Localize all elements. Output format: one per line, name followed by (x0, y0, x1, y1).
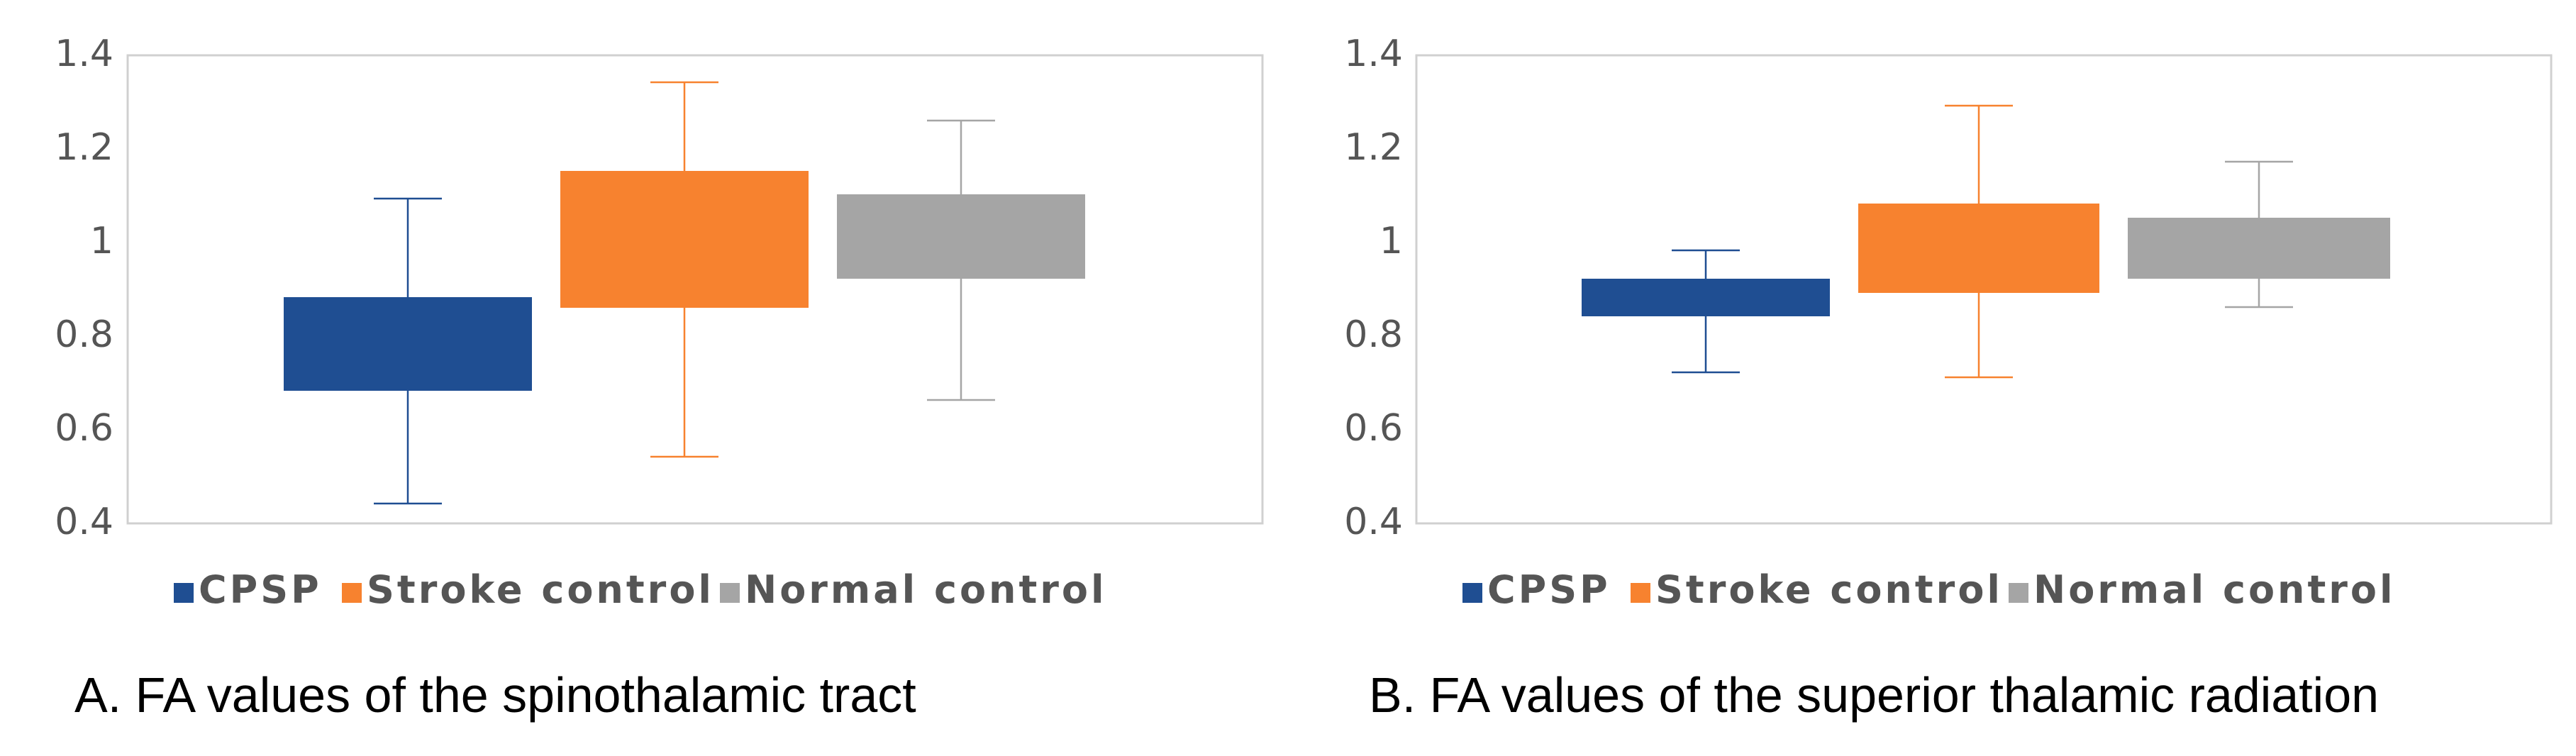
panel-a: 1.4 1.2 1 0.8 0.6 0.4 CPSP (55, 33, 1264, 723)
box-normal-control-b (2128, 160, 2390, 308)
y-tick-label: 1.4 (55, 33, 113, 75)
box-body (1858, 204, 2099, 293)
legend-label-stroke-control: Stroke control (367, 567, 714, 612)
box-stroke-control-a (560, 81, 809, 458)
y-tick-label: 1 (1379, 220, 1403, 262)
y-tick-label: 0.4 (1344, 501, 1403, 543)
legend-swatch-normal-control (2009, 583, 2028, 603)
legend-label-cpsp: CPSP (199, 567, 322, 612)
plot-area-b (1415, 54, 2553, 525)
box-body (284, 297, 532, 391)
legend-swatch-normal-control (720, 583, 740, 603)
box-body (2128, 218, 2390, 279)
y-tick-label: 1 (90, 220, 113, 262)
plot-area-a (126, 54, 1264, 525)
y-tick-label: 1.2 (55, 126, 113, 169)
box-body (837, 194, 1085, 279)
caption-b: B. FA values of the superior thalamic ra… (1369, 667, 2379, 723)
y-tick-label: 0.6 (55, 407, 113, 450)
y-tick-label: 0.6 (1344, 407, 1403, 450)
box-body (1582, 279, 1830, 316)
legend-a: CPSP Stroke control Normal control (174, 567, 1107, 612)
y-axis-a: 1.4 1.2 1 0.8 0.6 0.4 (55, 33, 113, 543)
y-axis-b: 1.4 1.2 1 0.8 0.6 0.4 (1344, 33, 1403, 543)
legend-swatch-cpsp (1462, 583, 1482, 603)
legend-swatch-stroke-control (1631, 583, 1650, 603)
y-tick-label: 0.4 (55, 501, 113, 543)
y-tick-label: 1.4 (1344, 33, 1403, 75)
legend-label-normal-control: Normal control (2033, 567, 2396, 612)
caption-a: A. FA values of the spinothalamic tract (74, 667, 916, 723)
box-normal-control-a (837, 119, 1085, 401)
y-tick-label: 0.8 (1344, 313, 1403, 356)
legend-b: CPSP Stroke control Normal control (1462, 567, 2396, 612)
legend-label-normal-control: Normal control (745, 567, 1107, 612)
y-tick-label: 0.8 (55, 313, 113, 356)
box-stroke-control-b (1858, 104, 2099, 379)
legend-label-stroke-control: Stroke control (1655, 567, 2003, 612)
box-cpsp-a (284, 197, 532, 505)
y-tick-label: 1.2 (1344, 126, 1403, 169)
legend-swatch-cpsp (174, 583, 194, 603)
box-body (560, 171, 809, 308)
legend-swatch-stroke-control (342, 583, 362, 603)
legend-label-cpsp: CPSP (1487, 567, 1611, 612)
panel-b: 1.4 1.2 1 0.8 0.6 0.4 CPSP (1344, 33, 2553, 723)
box-cpsp-b (1582, 249, 1830, 374)
